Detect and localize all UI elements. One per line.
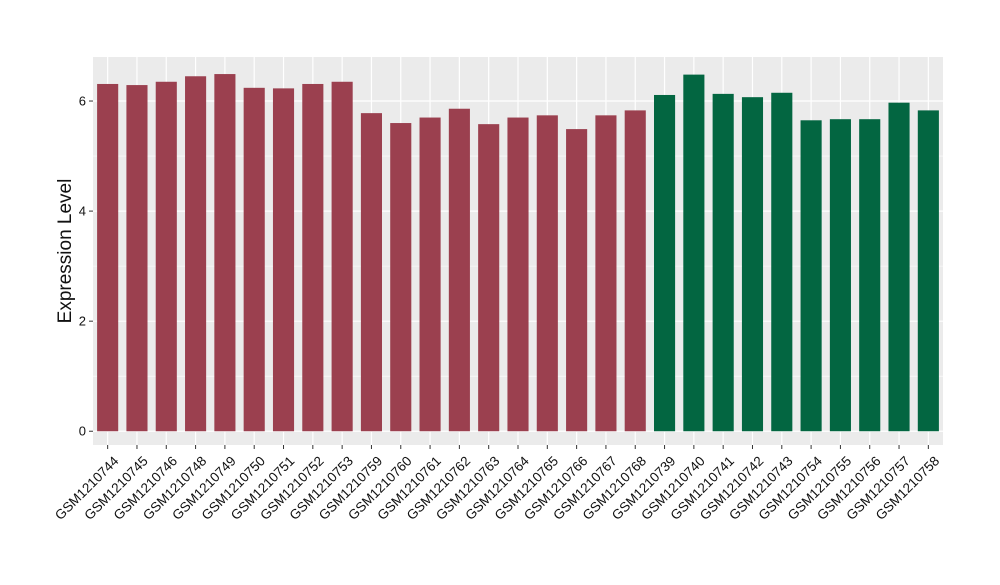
y-tick-label: 6 (79, 94, 86, 109)
bar (155, 81, 177, 432)
y-tick-label: 0 (79, 424, 86, 439)
bar (654, 94, 676, 432)
bar (536, 115, 558, 432)
y-axis-label: Expression Level (55, 179, 76, 324)
bar (272, 88, 295, 432)
x-axis: GSM1210744GSM1210745GSM1210746GSM1210748… (52, 445, 942, 523)
y-tick-label: 4 (79, 204, 86, 219)
bars (97, 74, 939, 432)
bar (566, 129, 588, 432)
bar (126, 85, 148, 432)
bar (888, 102, 910, 432)
bar (741, 97, 764, 432)
bar (624, 110, 646, 432)
bar (360, 113, 382, 432)
bar (448, 108, 470, 432)
bar (243, 87, 265, 432)
bar (771, 92, 793, 432)
bar (829, 119, 851, 432)
bar (800, 120, 822, 432)
bar (595, 115, 617, 432)
bar (331, 81, 353, 432)
bar (507, 117, 529, 432)
bar (917, 110, 939, 432)
bar (214, 74, 236, 432)
bar (478, 124, 500, 432)
bar (683, 74, 705, 432)
y-axis: 0 2 4 6 (79, 94, 93, 439)
y-tick-label: 2 (79, 314, 86, 329)
bar (390, 123, 412, 432)
bar (712, 93, 734, 432)
bar (185, 76, 207, 432)
bar (302, 83, 324, 432)
bar (419, 117, 441, 432)
bar (97, 83, 119, 432)
bar (859, 119, 881, 432)
